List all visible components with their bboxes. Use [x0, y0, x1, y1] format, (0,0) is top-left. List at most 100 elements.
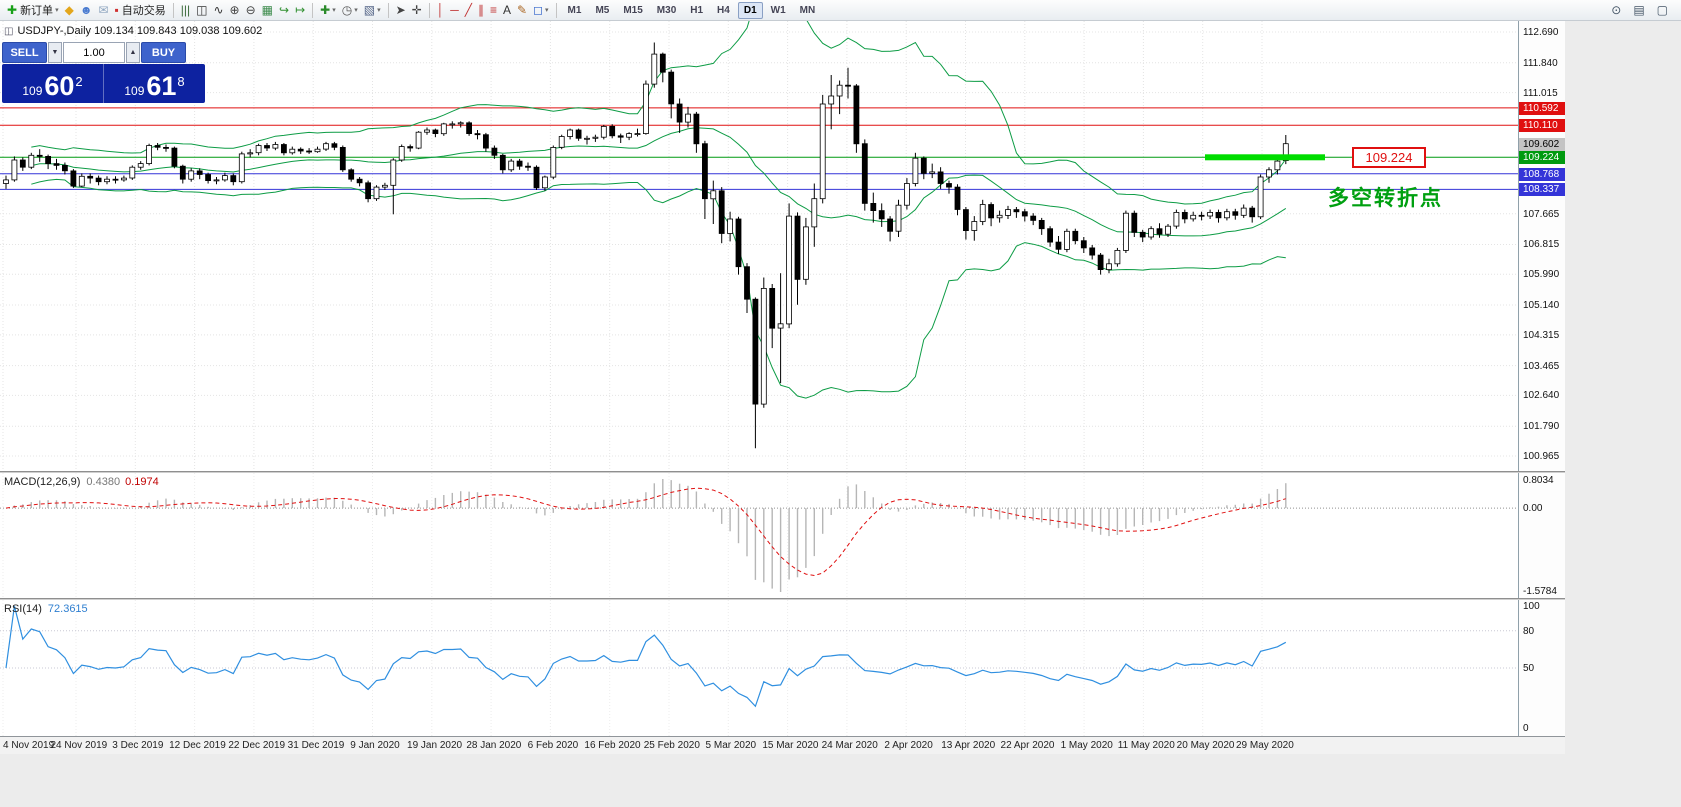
price-scale-label: 106.815: [1523, 239, 1560, 250]
caret-down-icon: ▾: [55, 7, 59, 14]
bollinger-upper-band[interactable]: [31, 21, 1287, 205]
indicators-button[interactable]: ✚ ▾: [317, 1, 339, 19]
periods-button[interactable]: ◷ ▾: [339, 1, 361, 19]
bid-ask-display: 109 60 2 109 61 8: [2, 64, 205, 103]
caret-down-icon: ▾: [377, 7, 381, 14]
panel-separator[interactable]: [0, 471, 1565, 473]
new-chart-window-icon: ▢: [1656, 3, 1668, 17]
zoom-in-icon: ⊕: [229, 3, 240, 17]
data-window-icon[interactable]: ▤: [1630, 1, 1647, 19]
caret-down-icon: ▾: [545, 7, 549, 14]
templates-icon: ▧: [363, 3, 376, 17]
autotrading-icon: ▪: [114, 3, 119, 17]
data-window-icon: ▤: [1633, 3, 1645, 17]
crosshair-icon: ✛: [411, 3, 422, 17]
bollinger-middle-band[interactable]: [31, 127, 1287, 237]
broadcast-icon[interactable]: ✉: [95, 1, 111, 19]
rsi-scale[interactable]: 100 80 50 0: [1518, 600, 1565, 736]
macd-scale-label: 0.8034: [1523, 475, 1554, 486]
rsi-scale-label: 50: [1523, 663, 1535, 674]
buy-button[interactable]: BUY: [141, 42, 186, 63]
tile-windows-button[interactable]: ▦: [259, 1, 276, 19]
zoom-in-button[interactable]: ⊕: [227, 1, 243, 19]
timeframe-m5-button[interactable]: M5: [589, 2, 615, 19]
fibonacci-button[interactable]: ≡: [487, 1, 500, 19]
bid-price[interactable]: 109 60 2: [2, 64, 103, 103]
user-profile-icon[interactable]: ☻: [77, 1, 96, 19]
timeframe-m30-button[interactable]: M30: [651, 2, 682, 19]
timeframe-h4-button[interactable]: H4: [711, 2, 736, 19]
volume-decrease-button[interactable]: ▼: [48, 42, 62, 63]
rsi-indicator-canvas[interactable]: [0, 600, 1518, 736]
timeframe-m15-button[interactable]: M15: [617, 2, 648, 19]
price-scale-label: 109.602: [1519, 138, 1565, 151]
volume-input[interactable]: [63, 42, 125, 63]
date-label: 6 Feb 2020: [527, 740, 579, 751]
trendline-button[interactable]: ╱: [462, 1, 475, 19]
toolbar: ✚ 新订单 ▾ ◆ ☻ ✉ ▪ 自动交易 ||| ◫ ∿ ⊕ ⊖ ▦ ↪ ↦ ✚ ▾ ◷ ▾ ▧ ▾ ➤ ✛ │ ─ ╱ ∥ ≡ A ✎ ◻ ▾…: [0, 0, 1681, 21]
chart-shift-button[interactable]: ↦: [292, 1, 308, 19]
caret-down-icon: ▾: [354, 7, 358, 14]
line-chart-button[interactable]: ∿: [210, 1, 226, 19]
ask-price-pip: 8: [177, 74, 185, 89]
timeframe-d1-button[interactable]: D1: [737, 1, 763, 19]
new-order-button[interactable]: ✚ 新订单 ▾: [4, 1, 62, 19]
shapes-button[interactable]: ◻ ▾: [530, 1, 551, 19]
candlestick-chart-button[interactable]: ◫: [193, 1, 210, 19]
candles[interactable]: [3, 42, 1289, 449]
price-scale[interactable]: 112.690 111.840 111.015 110.592 110.110 109.6…: [1518, 21, 1565, 471]
price-callout-label[interactable]: 109.224: [1352, 147, 1426, 168]
toolbar-separator: [428, 2, 430, 18]
horizontal-line-button[interactable]: ─: [447, 1, 462, 19]
text-label-button[interactable]: ✎: [514, 1, 530, 19]
macd-name: MACD(12,26,9): [4, 476, 81, 488]
crosshair-button[interactable]: ✛: [409, 1, 425, 19]
auto-scroll-icon: ↪: [279, 3, 290, 17]
trade-controls-row: SELL ▼ ▲ BUY: [2, 42, 205, 63]
price-scale-label: 102.640: [1523, 390, 1560, 401]
chart-ohlc-info: ◫ USDJPY-,Daily 109.134 109.843 109.038 …: [4, 25, 262, 37]
support-highlight-bar[interactable]: [1205, 154, 1325, 161]
macd-indicator-canvas[interactable]: [0, 473, 1518, 598]
equidistant-channel-button[interactable]: ∥: [475, 1, 487, 19]
macd-scale[interactable]: 0.8034 0.00 -1.5784: [1518, 473, 1565, 598]
bollinger-lower-band[interactable]: [31, 178, 1286, 399]
timeframe-m1-button[interactable]: M1: [562, 2, 588, 19]
price-scale-label: 105.990: [1523, 269, 1560, 280]
volume-increase-button[interactable]: ▲: [126, 42, 140, 63]
search-icon: ⊙: [1611, 3, 1622, 17]
search-icon[interactable]: ⊙: [1608, 1, 1624, 19]
new-chart-window-icon[interactable]: ▢: [1654, 1, 1671, 19]
date-label: 22 Dec 2019: [228, 740, 286, 751]
trendline-icon: ╱: [464, 3, 472, 17]
date-label: 24 Nov 2019: [50, 740, 108, 751]
ask-price[interactable]: 109 61 8: [103, 64, 205, 103]
macd-signal-line: [5, 487, 1286, 577]
macd-signal-value: 0.1974: [125, 476, 159, 488]
mql5-community-icon[interactable]: ◆: [62, 1, 77, 19]
text-button[interactable]: A: [500, 1, 514, 19]
date-label: 19 Jan 2020: [407, 740, 463, 751]
timeframe-mn-button[interactable]: MN: [794, 2, 822, 19]
rsi-scale-label: 100: [1523, 601, 1540, 612]
vertical-line-icon: │: [436, 3, 445, 17]
templates-button[interactable]: ▧ ▾: [361, 1, 384, 19]
panel-separator[interactable]: [0, 598, 1565, 600]
autotrading-button[interactable]: ▪ 自动交易: [112, 1, 169, 19]
date-label: 11 May 2020: [1117, 740, 1175, 751]
candlestick-chart-canvas[interactable]: [0, 21, 1518, 471]
timeframe-h1-button[interactable]: H1: [684, 2, 709, 19]
time-scale[interactable]: 4 Nov 2019 24 Nov 2019 3 Dec 2019 12 Dec 20…: [0, 736, 1565, 754]
price-scale-label: 110.110: [1519, 119, 1565, 132]
line-chart-icon: ∿: [213, 3, 224, 17]
cursor-button[interactable]: ➤: [393, 1, 409, 19]
vertical-line-button[interactable]: │: [434, 1, 448, 19]
bar-chart-button[interactable]: |||: [178, 1, 193, 19]
zoom-out-button[interactable]: ⊖: [243, 1, 259, 19]
autotrading-button-label: 自动交易: [121, 5, 166, 17]
sell-button[interactable]: SELL: [2, 42, 47, 63]
turning-point-annotation[interactable]: 多空转折点: [1328, 187, 1443, 210]
price-scale-label: 112.690: [1523, 27, 1559, 38]
auto-scroll-button[interactable]: ↪: [276, 1, 292, 19]
timeframe-w1-button[interactable]: W1: [765, 2, 792, 19]
